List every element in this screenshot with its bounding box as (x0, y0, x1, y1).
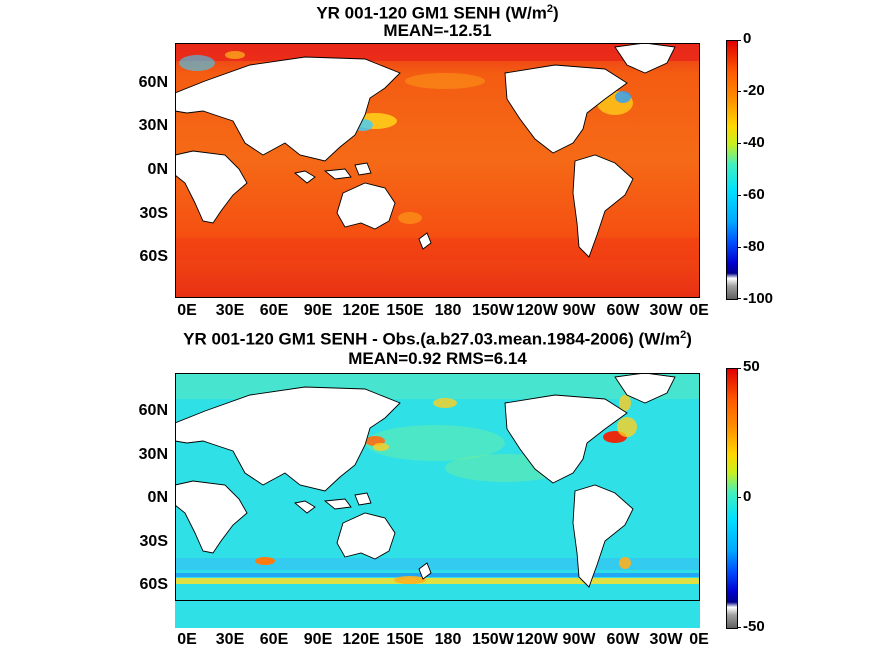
chart2-subtitle: MEAN=0.92 RMS=6.14 (348, 349, 527, 368)
chart2-map (175, 373, 700, 628)
chart1-ytick: 30S (139, 205, 168, 222)
chart1-colorbar-label: -40 (743, 134, 765, 151)
chart1-colorbar-label: 0 (743, 30, 752, 47)
chart1-ytick: 30N (138, 117, 168, 134)
chart2-xtick: 120E (342, 631, 380, 648)
chart2-xtick: 180 (434, 631, 462, 648)
chart2-colorbar-tick (737, 368, 741, 369)
chart2-colorbar-label: -50 (743, 618, 765, 635)
chart2-colorbar-label: 0 (743, 488, 752, 505)
chart2-ytick: 0N (147, 489, 168, 506)
chart1-xtick: 180 (434, 302, 462, 319)
chart1-xtick: 0E (689, 302, 709, 319)
chart1-colorbar-tick (737, 91, 741, 92)
chart1-xtick: 120E (342, 302, 380, 319)
chart1-ytick: 60N (138, 74, 168, 91)
chart2-xtick: 90W (562, 631, 596, 648)
chart2-xtick: 150W (472, 631, 514, 648)
chart2-ytick: 60S (139, 576, 168, 593)
chart1-xtick: 150W (472, 302, 514, 319)
chart1-xtick: 90E (303, 302, 333, 319)
chart1-colorbar-tick (737, 195, 741, 196)
chart1-subtitle: MEAN=-12.51 (383, 21, 492, 40)
chart2-xtick: 30W (649, 631, 683, 648)
chart1-title: YR 001-120 GM1 SENH (W/m2) (316, 3, 559, 23)
chart1-xtick: 30E (215, 302, 245, 319)
chart1-map (175, 43, 700, 298)
chart1-xtick: 60E (259, 302, 289, 319)
chart2-title: YR 001-120 GM1 SENH - Obs.(a.b27.03.mean… (183, 329, 692, 349)
chart2-colorbar-tick (737, 497, 741, 498)
chart2-xtick: 60W (606, 631, 640, 648)
chart1-colorbar-label: -20 (743, 82, 765, 99)
chart1-colorbar-tick (737, 40, 741, 41)
chart1-colorbar-label: -80 (743, 238, 765, 255)
chart1-xtick: 30W (649, 302, 683, 319)
chart1-colorbar-tick (737, 143, 741, 144)
chart2-ytick: 30S (139, 533, 168, 550)
chart1-xtick: 0E (177, 302, 197, 319)
chart1-colorbar-label: -100 (743, 290, 774, 307)
chart1-ytick: 0N (147, 161, 168, 178)
chart1-xtick: 150E (386, 302, 424, 319)
chart2-xtick: 0E (177, 631, 197, 648)
chart1-xtick: 120W (516, 302, 558, 319)
chart1-xtick: 60W (606, 302, 640, 319)
chart1-ytick: 60S (139, 248, 168, 265)
chart2-xtick: 120W (516, 631, 558, 648)
chart2-colorbar-tick (737, 627, 741, 628)
chart2-colorbar-label: 50 (743, 358, 760, 375)
chart2-xtick: 150E (386, 631, 424, 648)
chart2-xtick: 90E (303, 631, 333, 648)
chart1-xtick: 90W (562, 302, 596, 319)
chart2-xtick: 0E (689, 631, 709, 648)
chart2-ytick: 30N (138, 446, 168, 463)
chart2-xtick: 30E (215, 631, 245, 648)
chart2-xtick: 60E (259, 631, 289, 648)
chart1-colorbar-tick (737, 247, 741, 248)
chart2-colorbar (726, 368, 738, 629)
chart2-ytick: 60N (138, 402, 168, 419)
chart1-colorbar-tick (737, 298, 741, 299)
chart1-colorbar (726, 40, 738, 300)
chart1-colorbar-label: -60 (743, 186, 765, 203)
